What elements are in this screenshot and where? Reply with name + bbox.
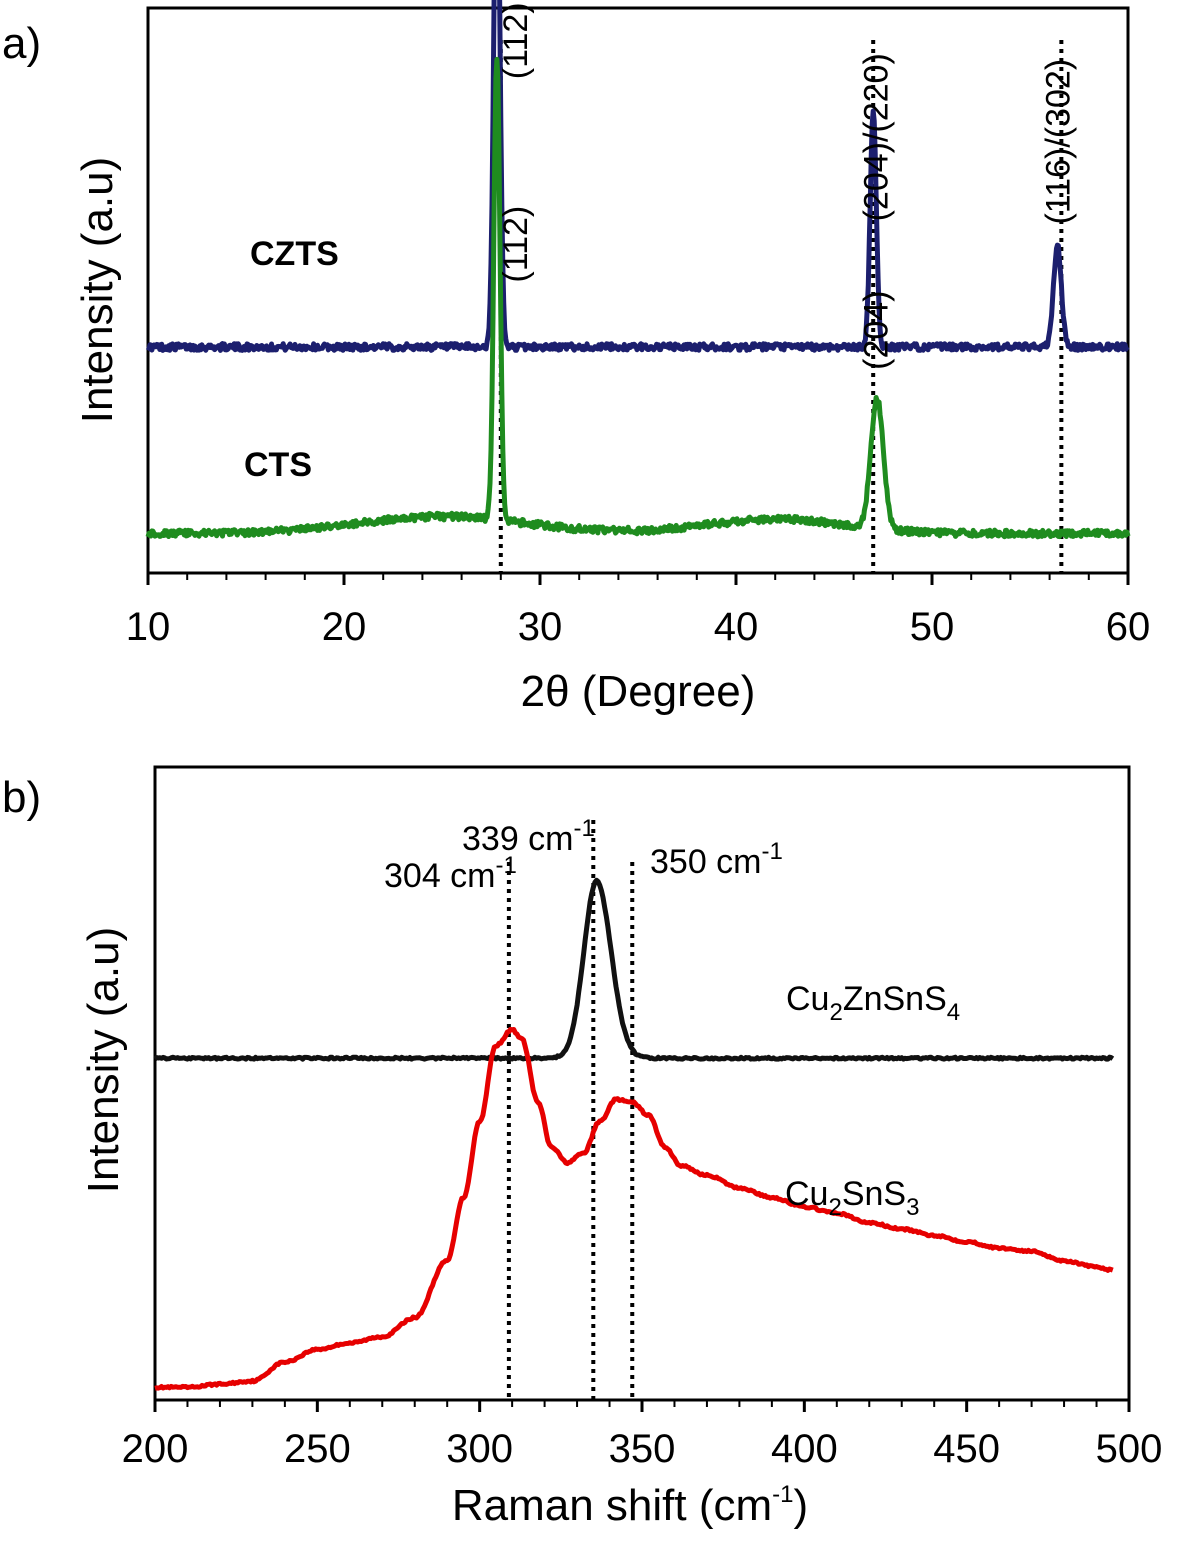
panel-a-x-ticks <box>146 573 1130 585</box>
x-tick-label: 300 <box>446 1427 513 1471</box>
x-tick-label: 50 <box>910 605 955 649</box>
series-line-cu2sns3 <box>154 1026 1114 1391</box>
series-label-cu2sns3: Cu2SnS3 <box>785 1175 919 1221</box>
series-line-czts <box>145 0 1130 353</box>
peak-annotation: (116)/(302) <box>1040 59 1078 225</box>
panel-b-raman: b) 200 250 300 350 400 450 500 339 cm-1 304 cm… <box>2 765 1163 1530</box>
panel-b-x-tick-labels: 200 250 300 350 400 450 500 <box>122 1427 1163 1471</box>
series-line-cts <box>145 56 1131 540</box>
x-tick-label: 250 <box>284 1427 351 1471</box>
panel-a-x-axis-title: 2θ (Degree) <box>521 667 756 716</box>
annotation-304: 304 cm-1 <box>384 852 517 895</box>
panel-b-series <box>153 877 1115 1391</box>
panel-b-x-axis-title: Raman shift (cm-1) <box>452 1481 808 1530</box>
panel-a-frame <box>146 6 1130 575</box>
x-tick-label: 30 <box>518 605 563 649</box>
x-tick-label: 40 <box>714 605 759 649</box>
panel-a-x-tick-labels: 10 20 30 40 50 60 <box>126 605 1151 649</box>
series-label-cu2znsns4: Cu2ZnSnS4 <box>786 980 960 1026</box>
peak-annotation: (204) <box>857 291 895 370</box>
panel-a-xrd: a) 10 20 30 40 50 60 (112) (204)/(220) (116)/(3… <box>2 0 1150 716</box>
series-line-cu2znsns4 <box>153 877 1115 1062</box>
peak-annotation: (112) <box>497 206 535 283</box>
x-tick-label: 20 <box>322 605 367 649</box>
x-tick-label: 350 <box>609 1427 676 1471</box>
annotation-339: 339 cm-1 <box>462 815 595 858</box>
series-label-cts: CTS <box>244 446 312 484</box>
panel-a-annotations: (112) (204)/(220) (116)/(302) (112) (204) <box>497 2 1078 370</box>
x-tick-label: 450 <box>933 1427 1000 1471</box>
x-tick-label: 200 <box>122 1427 189 1471</box>
panel-b-label: b) <box>2 773 41 822</box>
x-tick-label: 60 <box>1106 605 1151 649</box>
panel-a-series <box>145 0 1131 540</box>
peak-annotation: (112) <box>497 2 535 79</box>
panel-a-reference-lines <box>498 40 1064 573</box>
peak-annotation: (204)/(220) <box>857 53 895 221</box>
panel-b-y-axis-title: Intensity (a.u) <box>79 927 128 1194</box>
panel-b-frame <box>153 765 1131 1402</box>
series-label-czts: CZTS <box>250 235 339 273</box>
x-tick-label: 400 <box>771 1427 838 1471</box>
panel-a-y-axis-title: Intensity (a.u) <box>73 157 122 424</box>
x-tick-label: 500 <box>1096 1427 1163 1471</box>
panel-b-reference-lines <box>506 820 635 1400</box>
panel-b-x-ticks <box>153 1400 1131 1412</box>
x-tick-label: 10 <box>126 605 171 649</box>
annotation-350: 350 cm-1 <box>650 838 783 881</box>
panel-a-label: a) <box>2 19 41 68</box>
